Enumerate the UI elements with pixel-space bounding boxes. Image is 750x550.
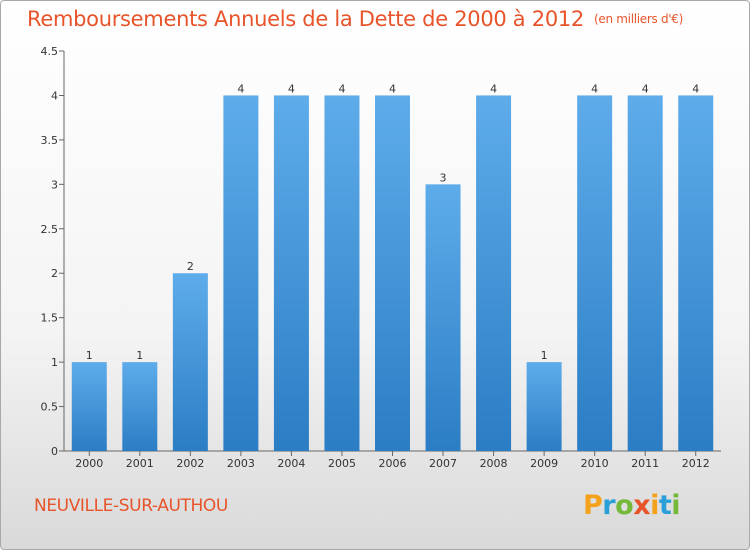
bar — [577, 95, 613, 451]
x-tick-label: 2004 — [277, 457, 305, 470]
bar — [71, 362, 107, 451]
commune-name: NEUVILLE-SUR-AUTHOU — [34, 496, 228, 516]
chart-title: Remboursements Annuels de la Dette de 20… — [27, 7, 683, 31]
x-tick-label: 2012 — [682, 457, 710, 470]
proxiti-logo: Proxiti — [583, 490, 681, 521]
logo-letter: P — [583, 490, 603, 521]
data-label: 2 — [187, 260, 194, 273]
x-tick-label: 2001 — [126, 457, 154, 470]
data-label: 4 — [237, 82, 244, 95]
bar — [678, 95, 714, 451]
y-tick-label: 3 — [51, 178, 58, 191]
x-tick-label: 2008 — [480, 457, 508, 470]
bar — [476, 95, 512, 451]
bar — [375, 95, 410, 451]
data-label: 4 — [338, 82, 345, 95]
data-label: 4 — [642, 82, 649, 95]
chart-title-text: Remboursements Annuels de la Dette de 20… — [27, 7, 584, 31]
bar — [223, 95, 259, 451]
y-tick-label: 1.5 — [41, 312, 59, 325]
bar — [526, 362, 562, 451]
bar — [122, 362, 158, 451]
x-tick-label: 2007 — [429, 457, 457, 470]
y-tick-label: 4.5 — [41, 45, 59, 58]
y-tick-label: 4 — [51, 89, 58, 102]
logo-letter: r — [602, 490, 616, 521]
x-tick-label: 2000 — [75, 457, 103, 470]
x-tick-label: 2002 — [176, 457, 204, 470]
logo-letter: t — [658, 490, 672, 521]
x-tick-label: 2009 — [530, 457, 558, 470]
x-tick-label: 2011 — [631, 457, 659, 470]
bar — [172, 273, 208, 451]
bar — [273, 95, 309, 451]
y-tick-label: 2.5 — [41, 223, 59, 236]
plot-area: 0 0.5 1 1.5 2 2.5 3 3.5 4 4.5 1 2000 1 2001 2 2002 4 2003… — [41, 45, 721, 470]
logo-letter: o — [615, 490, 634, 521]
logo-letter: i — [650, 490, 659, 521]
data-label: 1 — [541, 349, 548, 362]
y-tick-label: 0 — [51, 445, 58, 458]
x-tick-label: 2005 — [328, 457, 356, 470]
y-tick-label: 2 — [51, 267, 58, 280]
x-tick-label: 2010 — [581, 457, 609, 470]
unit-note: (en milliers d'€) — [594, 12, 684, 26]
y-tick-label: 0.5 — [41, 401, 59, 414]
x-tick-label: 2003 — [227, 457, 255, 470]
logo-letter: i — [671, 490, 681, 521]
bar — [425, 184, 461, 452]
x-tick-label: 2006 — [379, 457, 407, 470]
data-label: 4 — [692, 82, 699, 95]
data-label: 4 — [288, 82, 295, 95]
data-label: 1 — [136, 349, 143, 362]
data-label: 4 — [389, 82, 396, 95]
y-tick-label: 1 — [51, 356, 58, 369]
data-label: 4 — [490, 82, 497, 95]
data-label: 1 — [86, 349, 93, 362]
data-label: 3 — [440, 171, 447, 184]
bar — [324, 95, 360, 451]
bar — [627, 95, 663, 451]
y-tick-label: 3.5 — [41, 134, 59, 147]
logo-letter: x — [633, 490, 651, 521]
data-label: 4 — [591, 82, 598, 95]
